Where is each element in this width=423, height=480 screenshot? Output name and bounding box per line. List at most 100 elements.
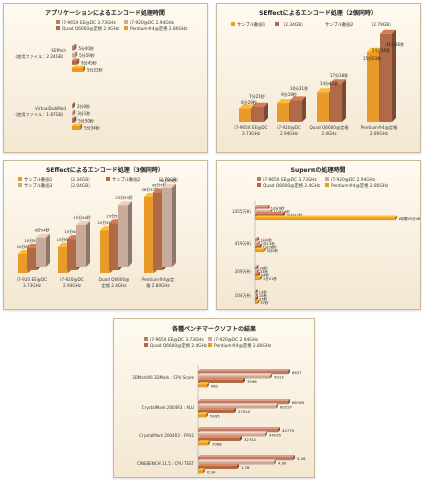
data-label: 15秒 — [259, 293, 268, 298]
bar — [255, 217, 395, 221]
data-label: 14分40秒 — [320, 80, 338, 86]
bar — [198, 414, 206, 418]
bar — [72, 67, 84, 72]
category-label: 3.73GHz — [23, 283, 42, 288]
bar-top — [198, 399, 290, 401]
data-label: 15分26秒 — [73, 215, 90, 220]
chart-title: SEffectによるエンコード処理（3個同時） — [46, 166, 164, 174]
bar-top — [72, 58, 80, 61]
data-label: 5分40秒 — [78, 45, 94, 51]
bar — [72, 118, 75, 123]
data-label: 9分45秒 — [81, 59, 97, 65]
bar-side — [392, 29, 396, 122]
chart-seffect-3: SEffectによるエンコード処理（3個同時） サンプル動画1 （2.34GB） サン… — [17, 166, 181, 289]
bar-top — [255, 289, 258, 291]
bar-top — [317, 88, 333, 93]
bar — [72, 46, 75, 51]
bar — [198, 371, 288, 375]
legend-label: Quad Q6600@定格 2.4GHz — [150, 342, 208, 349]
chart-title: SEffectによるエンコード処理（2個同時） — [259, 9, 377, 17]
legend-swatch — [319, 22, 323, 26]
bar-side — [86, 221, 90, 267]
bar — [36, 237, 46, 267]
bar — [198, 375, 270, 379]
bar-side — [257, 240, 260, 246]
legend-label: i7-920@DC 2.94GHz — [214, 337, 259, 343]
data-label: 33秒 — [260, 269, 269, 274]
legend-swatch — [56, 26, 60, 30]
bar-side — [256, 265, 259, 270]
data-label: 30分5秒 — [152, 182, 167, 187]
category-label: i7-965X EE@DC — [234, 125, 267, 130]
bar-top — [198, 369, 290, 371]
bar-top — [198, 455, 295, 457]
bar-side — [240, 435, 242, 441]
chart-panel-app-encode: アプリケーションによるエンコード処理時間 i7-965X EE@DC 3.73GH… — [3, 3, 208, 153]
bar-side — [263, 247, 266, 253]
bar-top — [255, 247, 266, 250]
bar — [198, 405, 276, 409]
category-label: （使用ファイル：2.24GB） — [13, 53, 66, 60]
chart-app-encode: アプリケーションによるエンコード処理時間 i7-965X EE@DC 3.73GH… — [13, 9, 188, 131]
bar — [198, 442, 208, 446]
bar — [198, 461, 274, 465]
legend-swatch — [56, 20, 60, 24]
bar — [255, 239, 258, 242]
category-label: 104万桁 — [235, 292, 251, 299]
bar-side — [342, 79, 346, 122]
data-label: 3分1秒 — [77, 110, 90, 116]
category-label: 3DMark06 3DMark : CPU Score — [132, 375, 194, 380]
category-label: 209万桁 — [235, 268, 251, 275]
legend-label: i7-965X EE@DC 3.73GHz — [150, 337, 205, 343]
category-label: VirtualDubMod — [35, 106, 66, 111]
data-label: 9分19秒 — [281, 91, 297, 97]
bar-top — [255, 296, 259, 298]
bar-top — [198, 459, 276, 462]
bar-side — [256, 268, 259, 274]
bar-top — [255, 208, 273, 211]
legend-swatch — [62, 183, 66, 187]
category-label: Pentium®4@定 — [142, 276, 174, 283]
legend-swatch — [62, 177, 66, 181]
data-label: 3分0秒 — [266, 248, 278, 253]
legend-label: （2.34GB） — [68, 177, 92, 183]
chart-superpi: Superπの処理時間 i7-965X EE@DC 3.73GHz i7-920@D… — [232, 166, 420, 305]
bar-side — [395, 215, 397, 221]
bar — [72, 104, 73, 109]
data-label: 13秒 — [259, 290, 268, 295]
data-label: 23分52秒 — [106, 213, 123, 218]
bar-top — [255, 240, 260, 243]
bar-top — [255, 237, 260, 239]
data-label: 6637 — [292, 370, 302, 375]
data-label: 27910 — [238, 409, 251, 414]
chart-seffect-2: SEffectによるエンコード処理（2個同時） サンプル動画1 （2.34GB） サン… — [231, 9, 404, 136]
bar-side — [234, 407, 236, 413]
legend-swatch — [257, 177, 261, 181]
bar — [198, 470, 203, 474]
bar-top — [255, 212, 285, 214]
bar — [255, 246, 260, 249]
bar-top — [72, 109, 76, 112]
data-label: 5分59秒 — [79, 52, 95, 58]
bar-side — [73, 109, 76, 116]
bar — [255, 267, 257, 270]
category-label: 格 2.80GHz — [146, 282, 170, 289]
bar-side — [259, 275, 262, 281]
bar — [255, 242, 258, 246]
data-label: 5913 — [274, 375, 284, 380]
bar-top — [277, 99, 293, 104]
bar-top — [290, 96, 306, 101]
data-label: 22分34秒 — [97, 220, 114, 225]
bar-top — [255, 205, 270, 207]
category-label: （使用ファイル：1.87GB） — [13, 111, 66, 118]
legend-swatch — [144, 337, 148, 341]
legend-swatch — [150, 177, 154, 181]
bar-side — [274, 459, 276, 465]
category-label: Quad Q6600@ — [99, 277, 130, 282]
data-label: 5495 — [210, 413, 220, 418]
bar-side — [288, 369, 290, 375]
data-label: 36分33秒 — [141, 187, 158, 192]
bar-top — [72, 51, 78, 54]
bar-side — [80, 123, 83, 130]
category-label: Quad Q6600@定格 — [309, 124, 349, 131]
